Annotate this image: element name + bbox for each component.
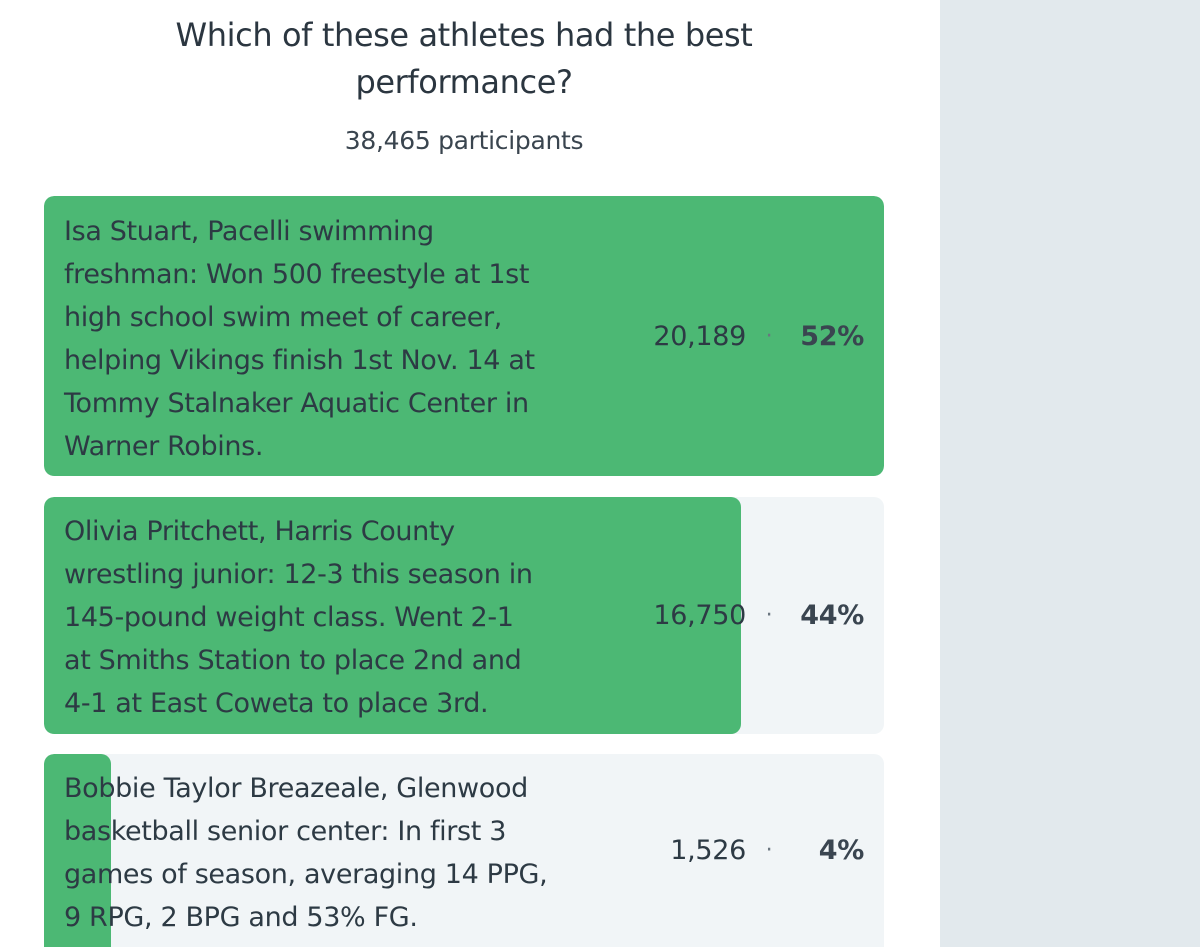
separator-dot: · [765,323,773,349]
result-bar [44,196,884,476]
poll-option-isa-stuart[interactable]: Isa Stuart, Pacelli swimming freshman: W… [44,196,884,476]
poll-widget: Which of these athletes had the best per… [44,16,884,947]
vote-count: 20,189 [653,320,746,352]
vote-percent: 4% [818,835,865,866]
separator-dot: · [765,838,773,863]
option-stats: 16,750 · 44% [653,497,864,734]
option-stats: 1,526 · 4% [670,754,864,947]
poll-option-olivia-pritchett[interactable]: Olivia Pritchett, Harris County wrestlin… [44,497,884,734]
option-label: Olivia Pritchett, Harris County wrestlin… [64,516,533,719]
vote-percent: 52% [800,320,864,352]
separator-dot: · [765,603,773,628]
participant-count: 38,465 participants [344,126,584,155]
option-label: Isa Stuart, Pacelli swimming freshman: W… [64,216,535,462]
poll-option-bobbie-taylor-breazeale[interactable]: Bobbie Taylor Breazeale, Glenwood basket… [44,754,884,947]
vote-percent: 44% [800,600,864,631]
vote-count: 16,750 [653,600,746,631]
option-stats: 20,189 · 52% [653,196,864,476]
vote-count: 1,526 [670,835,746,866]
sidebar-panel [940,0,1200,947]
option-label: Bobbie Taylor Breazeale, Glenwood basket… [64,773,548,933]
result-bar [44,754,112,947]
poll-question: Which of these athletes had the best per… [175,16,753,101]
result-bar [44,497,742,734]
